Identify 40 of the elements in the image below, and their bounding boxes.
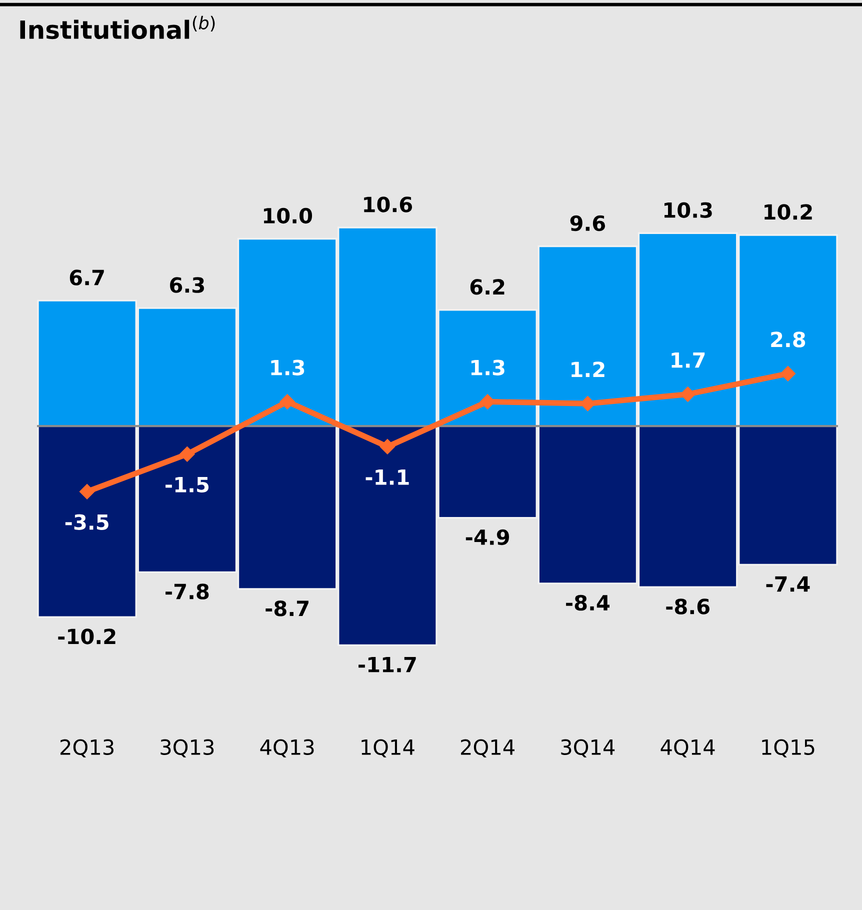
x-tick-label: 4Q13 [260,739,314,758]
data-label: -1.5 [166,477,209,492]
x-tick-label: 4Q14 [660,739,715,758]
data-label: 2.8 [771,332,806,348]
data-label: -8.7 [266,600,308,616]
data-label: -3.5 [65,514,108,530]
point [780,366,796,382]
data-label: 9.6 [570,215,606,232]
data-label: 10.6 [364,196,412,212]
point [79,484,95,500]
point [280,394,295,410]
data-label: 6.3 [170,277,204,293]
data-label: 1.3 [271,360,304,376]
data-label: 10.0 [264,208,312,224]
x-tick-label: 1Q14 [362,739,414,758]
data-label: -7.8 [166,584,209,600]
data-label: 1.2 [572,362,604,378]
x-tick-label: 2Q14 [461,739,514,758]
data-label: -11.7 [358,656,416,672]
data-label: -7.4 [766,576,810,592]
point [180,446,195,462]
data-label: 6.7 [70,270,104,286]
point [680,386,696,402]
data-label: -10.2 [58,628,116,644]
data-label: 10.3 [664,202,712,218]
data-label: -1.1 [366,470,409,485]
data-label: -8.4 [566,594,610,611]
data-label: 1.3 [471,360,504,376]
x-tick-label: 3Q13 [160,739,214,758]
data-label: -4.9 [466,529,510,546]
data-label: 6.2 [470,279,504,295]
data-label: 10.2 [764,204,812,220]
data-label: -8.6 [666,598,710,614]
x-tick-label: 3Q14 [561,739,615,758]
x-tick-label: 1Q15 [762,739,814,758]
data-label: 1.7 [672,352,705,368]
x-tick-label: 2Q13 [60,739,114,758]
point [580,396,596,412]
point [380,439,396,454]
chart-title: Institutional$^{(b)}$ [20,16,215,40]
